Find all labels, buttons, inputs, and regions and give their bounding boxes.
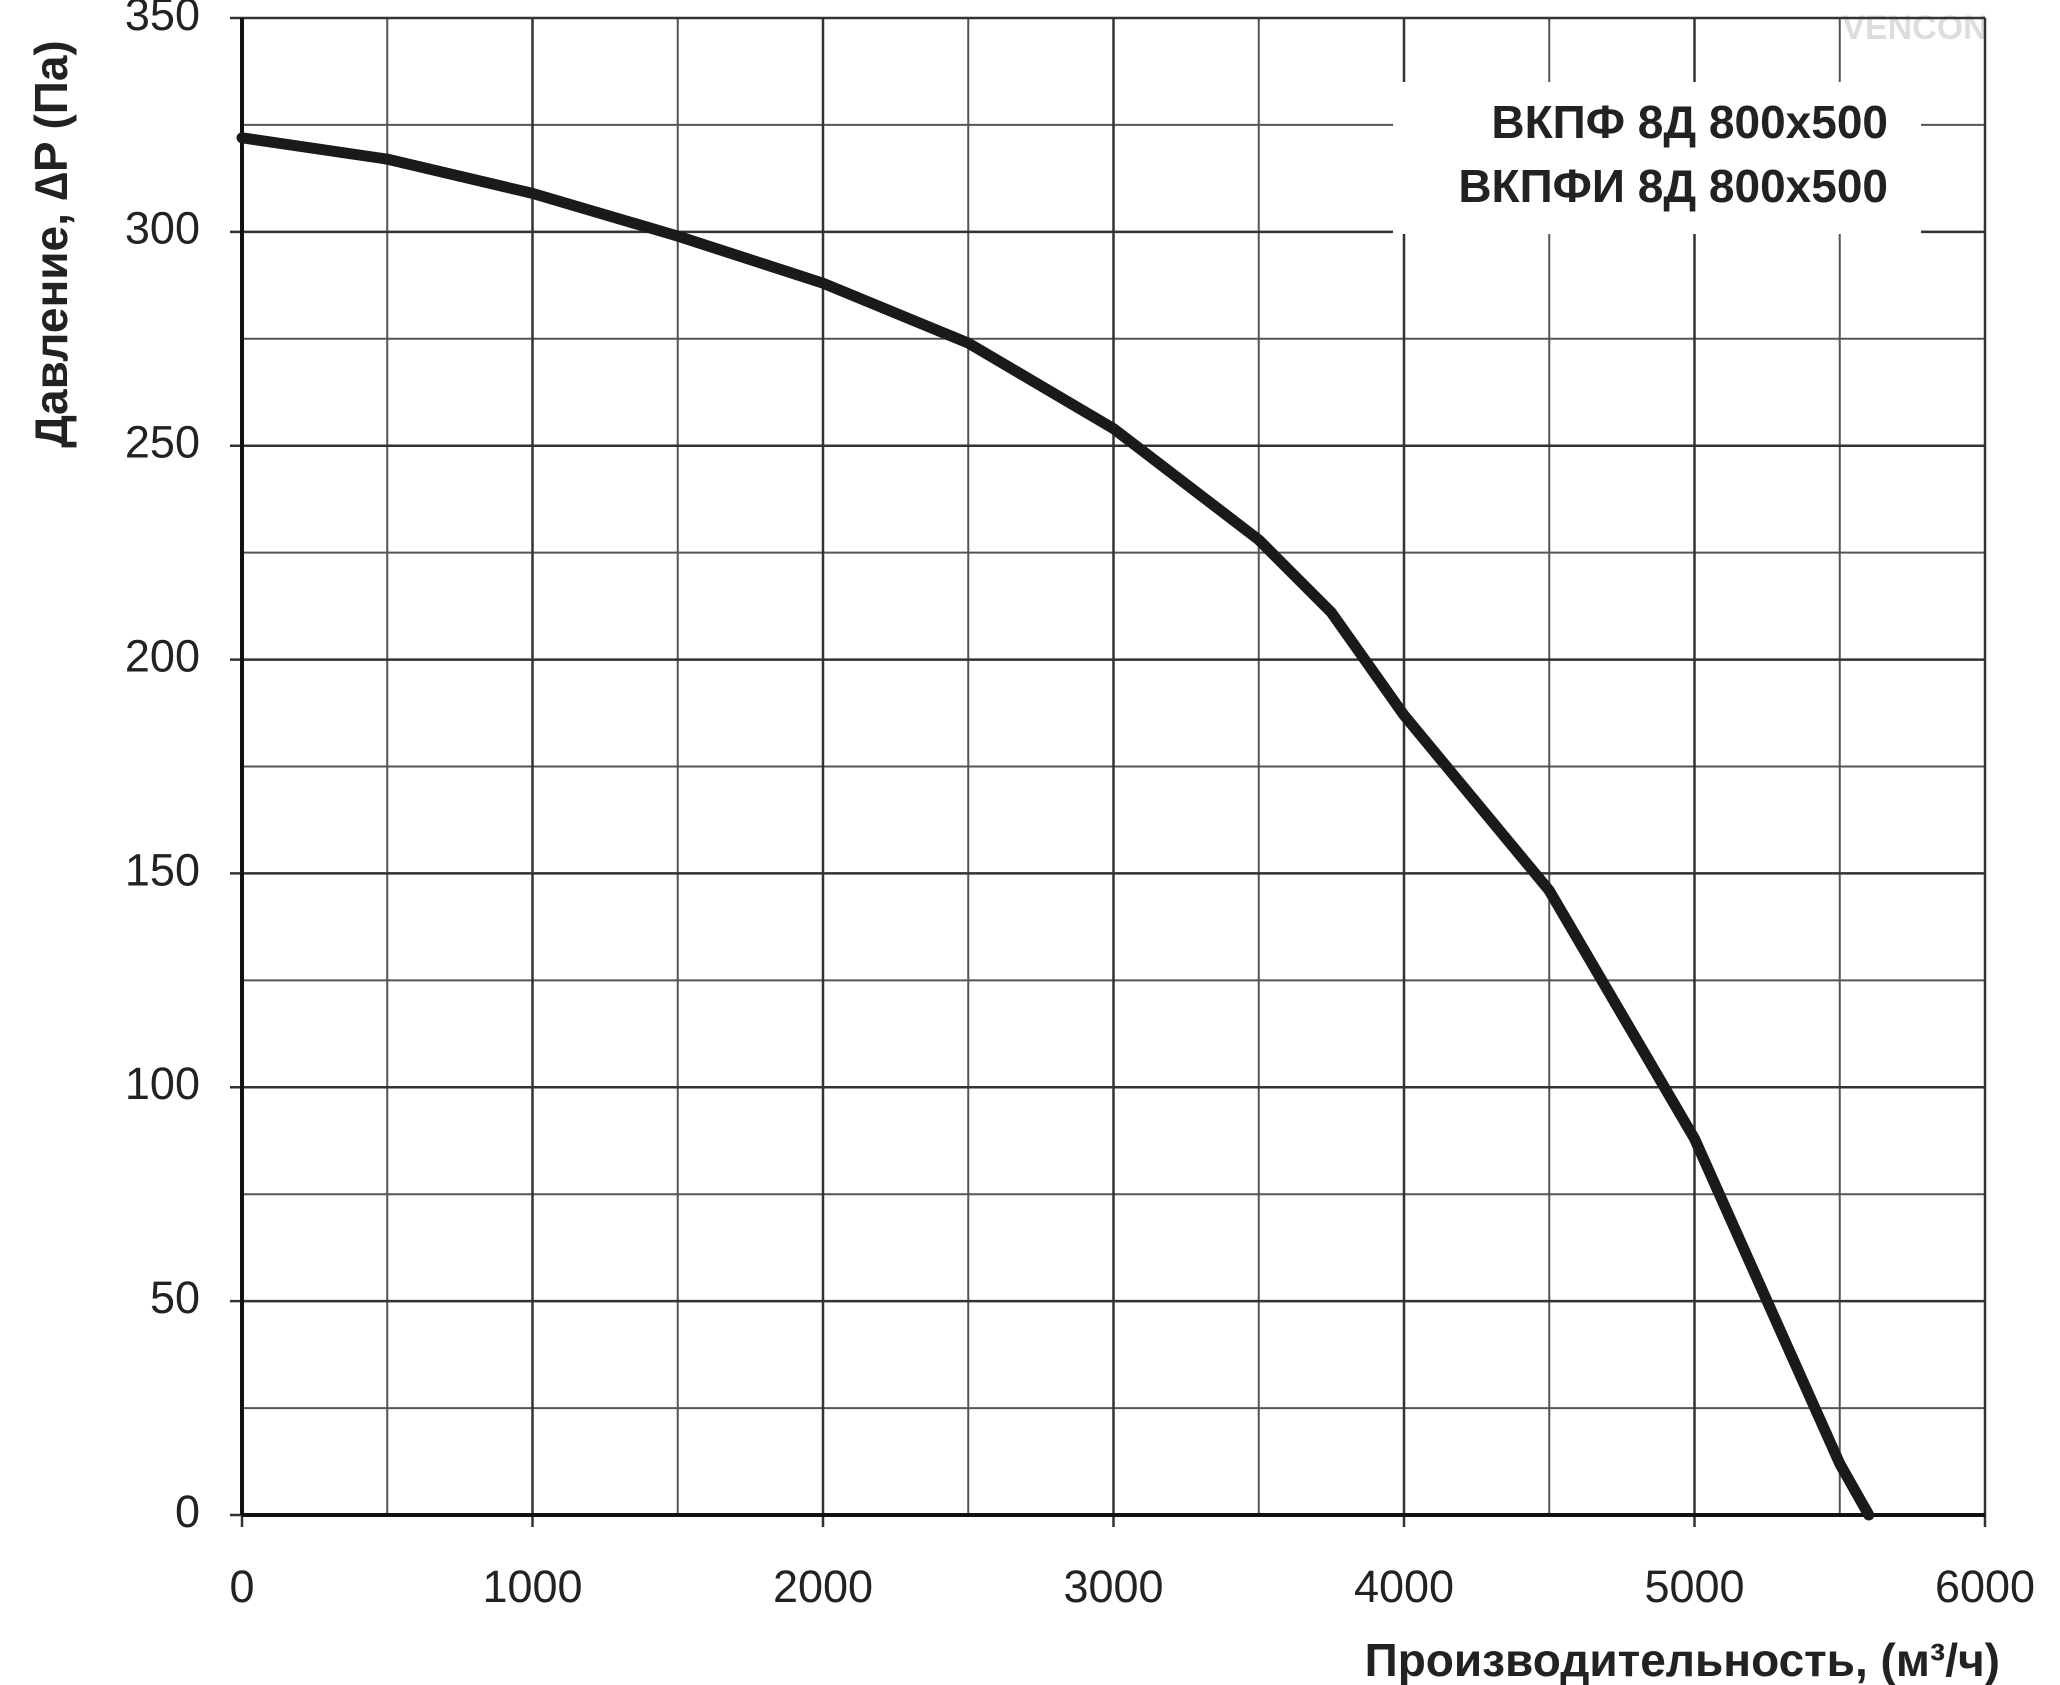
y-tick-label: 200 [125, 630, 200, 681]
y-tick-label: 250 [125, 417, 200, 468]
watermark: VENCON [1842, 9, 1987, 47]
x-tick-label: 5000 [1644, 1561, 1744, 1612]
y-tick-label: 350 [125, 0, 200, 40]
legend-box [1393, 82, 1921, 234]
x-tick-label: 4000 [1354, 1561, 1454, 1612]
y-tick-label: 0 [175, 1486, 200, 1537]
x-tick-label: 2000 [773, 1561, 873, 1612]
x-tick-label: 1000 [482, 1561, 582, 1612]
x-tick-label: 0 [229, 1561, 254, 1612]
y-tick-label: 300 [125, 203, 200, 254]
x-tick-label: 3000 [1063, 1561, 1163, 1612]
legend-title: ВКПФИ 8Д 800х500 [1458, 160, 1888, 212]
curve [236, 132, 1875, 1521]
y-tick-label: 50 [150, 1272, 200, 1323]
legend-title: ВКПФ 8Д 800х500 [1491, 96, 1888, 148]
y-tick-label: 150 [125, 844, 200, 895]
y-tick-label: 100 [125, 1058, 200, 1109]
x-axis-label: Производительность, (м³/ч) [1365, 1634, 2000, 1685]
y-axis-label: Давление, ∆P (Па) [25, 40, 77, 448]
x-tick-label: 6000 [1935, 1561, 2035, 1612]
